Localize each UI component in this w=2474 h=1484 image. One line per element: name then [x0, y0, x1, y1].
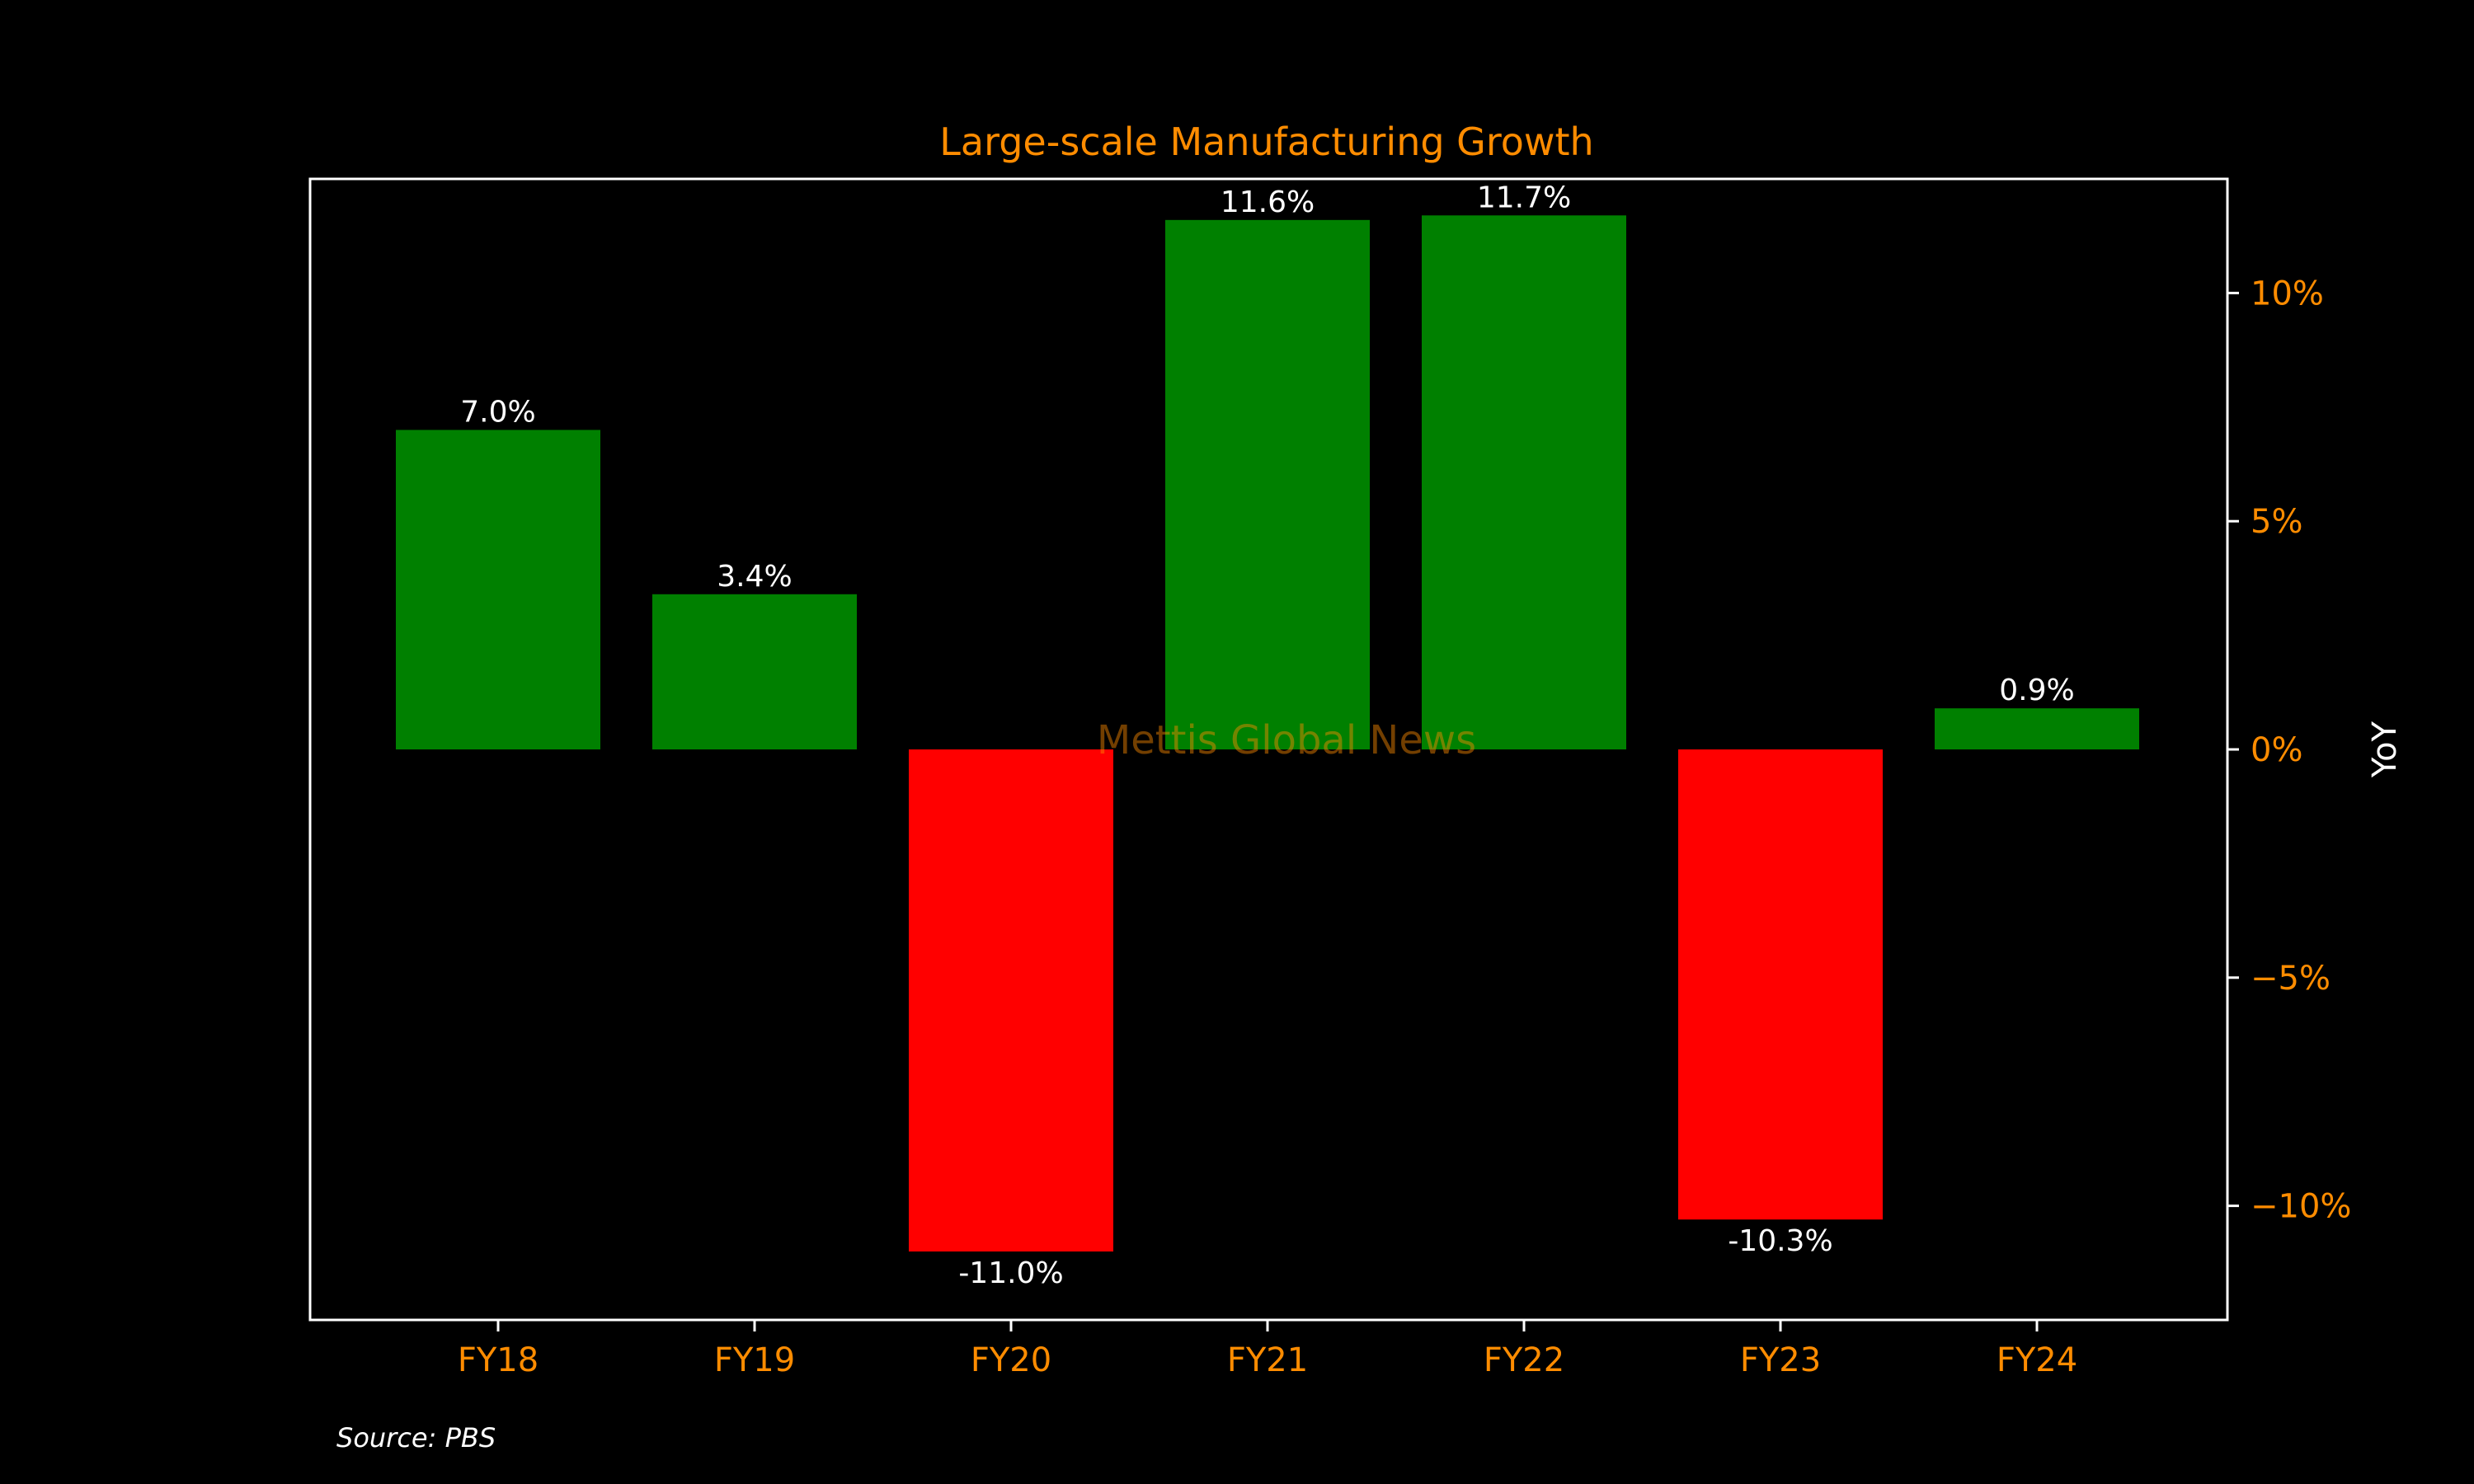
data-label-fy24: 0.9% [1999, 674, 2074, 707]
bar-fy24 [1935, 708, 2139, 749]
y-tick-label: 5% [2251, 503, 2302, 541]
y-axis-label: YoY [2366, 721, 2404, 778]
bar-fy18 [396, 430, 600, 749]
chart-title: Large-scale Manufacturing Growth [939, 120, 1593, 164]
bar-fy19 [652, 594, 857, 749]
y-tick-label: −10% [2251, 1188, 2351, 1226]
data-label-fy22: 11.7% [1477, 181, 1571, 214]
bars-layer [396, 215, 2139, 1252]
y-tick-label: 0% [2251, 731, 2302, 769]
data-label-fy21: 11.6% [1221, 186, 1315, 219]
bar-fy21 [1165, 219, 1370, 750]
x-tick-label-fy24: FY24 [1997, 1341, 2077, 1379]
x-tick-label-fy20: FY20 [971, 1341, 1051, 1379]
x-tick-label-fy21: FY21 [1227, 1341, 1308, 1379]
data-label-fy20: -11.0% [958, 1256, 1063, 1290]
x-tick-label-fy23: FY23 [1740, 1341, 1821, 1379]
x-tick-label-fy19: FY19 [714, 1341, 795, 1379]
x-tick-label-fy18: FY18 [458, 1341, 539, 1379]
x-axis: FY18 FY19 FY20 FY21 FY22 FY23 FY24 [458, 1320, 2077, 1379]
y-tick-label: −5% [2251, 960, 2331, 998]
y-tick-label: 10% [2251, 275, 2324, 312]
data-labels-layer: 7.0% 3.4% -11.0% 11.6% 11.7% -10.3% 0.9% [460, 181, 2074, 1290]
bar-fy22 [1422, 215, 1626, 750]
data-label-fy23: -10.3% [1728, 1224, 1832, 1258]
watermark: Mettis Global News [1097, 717, 1476, 763]
x-tick-label-fy22: FY22 [1484, 1341, 1564, 1379]
source-note: Source: PBS [336, 1422, 496, 1453]
bar-fy23 [1678, 749, 1883, 1220]
data-label-fy19: 3.4% [717, 560, 792, 594]
y-axis: −10% −5% 0% 5% 10% [2227, 275, 2351, 1226]
bar-fy20 [909, 749, 1113, 1252]
data-label-fy18: 7.0% [460, 395, 535, 429]
